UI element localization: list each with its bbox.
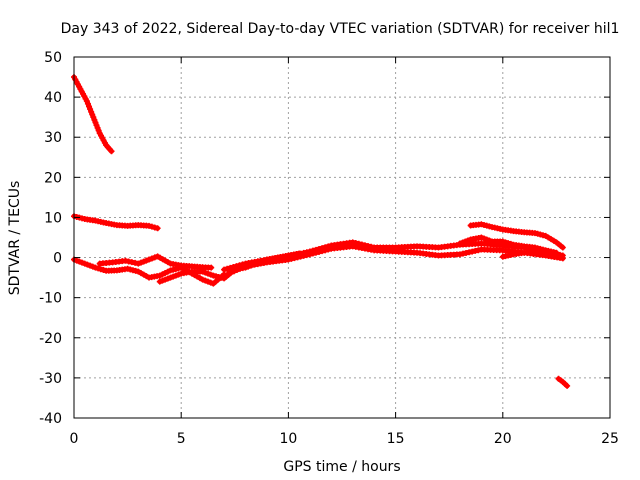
y-tick-label: 0 (53, 251, 62, 267)
y-tick-label: 50 (44, 50, 62, 66)
data-point (325, 246, 332, 253)
data-series-trace-steep-descent (71, 74, 115, 155)
data-point (227, 264, 234, 271)
data-point (225, 270, 232, 277)
data-point (306, 251, 313, 258)
data-series-trace-upper-right (467, 221, 566, 251)
y-tick-label: -40 (39, 411, 62, 427)
data-point (239, 264, 246, 271)
data-point (151, 224, 158, 231)
data-point (231, 268, 238, 275)
ticks (73, 56, 611, 419)
data-point (319, 248, 326, 255)
x-tick-label: 0 (70, 431, 79, 447)
y-axis-label: SDTVAR / TECUs (7, 181, 23, 296)
data-point (316, 248, 323, 255)
data-point (233, 266, 240, 273)
data-point (148, 255, 155, 262)
chart-title: Day 343 of 2022, Sidereal Day-to-day VTE… (61, 21, 620, 37)
data-point (154, 225, 161, 232)
data-point (312, 249, 319, 256)
data-point (228, 269, 235, 276)
data-point (151, 254, 158, 261)
data-point (236, 265, 243, 272)
data-point (309, 250, 316, 257)
y-tick-label: -30 (39, 371, 62, 387)
grid (74, 57, 610, 418)
data-point (146, 256, 153, 263)
data-point (108, 148, 115, 155)
y-tick-label: -10 (39, 291, 62, 307)
x-tick-label: 25 (601, 431, 619, 447)
y-tick-label: 40 (44, 90, 62, 106)
x-tick-label: 20 (494, 431, 512, 447)
x-tick-label: 15 (387, 431, 405, 447)
data-point (564, 382, 571, 389)
data-point (148, 223, 155, 230)
data-series-trace-right-lower (499, 247, 560, 260)
data-series-trace-bottom-right (555, 375, 571, 389)
data-point (146, 222, 153, 229)
data-point (208, 264, 215, 271)
y-tick-label: 10 (44, 210, 62, 226)
y-tick-label: 20 (44, 170, 62, 186)
tick-labels: 0 5 10 15 20 25 50 40 30 20 10 0 -10 -20 -30 -40 (39, 50, 619, 447)
data-series-trace-mid-band (96, 253, 215, 271)
data-series-trace-lower-main (225, 243, 566, 277)
data-point (224, 265, 231, 272)
y-tick-label: -20 (39, 331, 62, 347)
data-point (559, 255, 566, 262)
plot-frame (73, 56, 611, 419)
data-series-trace-right-band (456, 234, 549, 254)
data-point (559, 244, 566, 251)
data-layer (71, 74, 571, 389)
data-series-trace-upper-ten (71, 213, 161, 232)
x-tick-label: 10 (279, 431, 297, 447)
x-axis-label: GPS time / hours (283, 459, 400, 475)
data-point (322, 247, 329, 254)
y-tick-label: 30 (44, 130, 62, 146)
data-point (221, 266, 228, 273)
x-tick-label: 5 (177, 431, 186, 447)
data-point (553, 249, 560, 256)
